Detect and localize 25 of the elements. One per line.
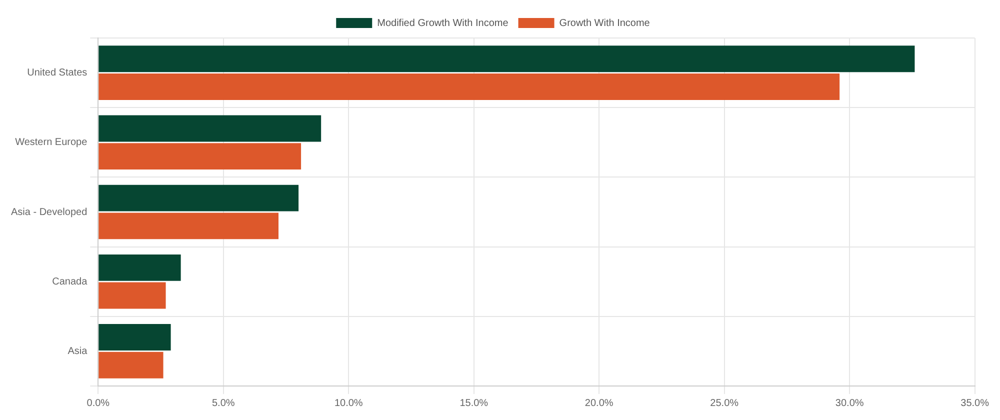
- y-tick-label: Asia: [68, 346, 88, 357]
- bar: [98, 143, 302, 170]
- bar: [98, 184, 299, 212]
- x-tick-label: 35.0%: [960, 398, 990, 409]
- y-tick-label: Canada: [52, 276, 88, 288]
- bar: [98, 324, 171, 351]
- legend-label: Modified Growth With Income: [377, 18, 509, 29]
- bar: [98, 254, 181, 281]
- y-tick-label: United States: [27, 68, 88, 79]
- x-tick-label: 5.0%: [212, 398, 235, 409]
- x-tick-label: 25.0%: [710, 398, 739, 409]
- bar: [98, 282, 166, 309]
- bar: [98, 73, 840, 100]
- legend-label: Growth With Income: [559, 18, 650, 29]
- x-tick-label: 15.0%: [460, 398, 488, 409]
- x-tick-label: 30.0%: [835, 398, 864, 409]
- bar: [98, 46, 915, 72]
- y-tick-label: Asia - Developed: [10, 206, 88, 218]
- x-tick-label: 10.0%: [334, 398, 363, 409]
- bar: [98, 115, 322, 142]
- bar: [98, 212, 278, 240]
- x-tick-label: 20.0%: [584, 398, 614, 409]
- x-tick-label: 0.0%: [86, 398, 110, 409]
- bar: [98, 352, 164, 378]
- y-tick-label: Western Europe: [15, 137, 88, 148]
